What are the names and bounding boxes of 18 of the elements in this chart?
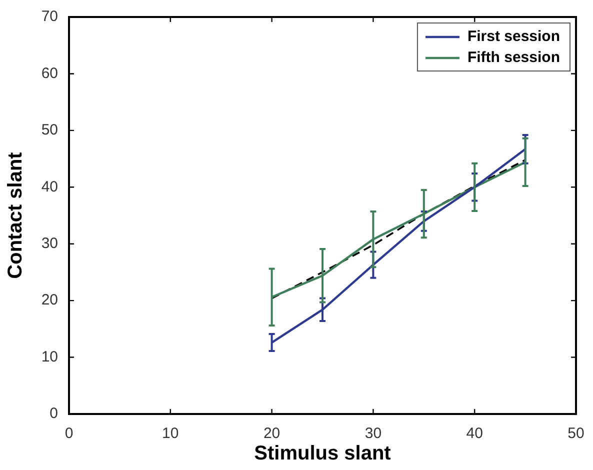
- y-tick-label: 10: [41, 348, 58, 366]
- y-axis-title: Contact slant: [4, 152, 27, 279]
- x-tick-label: 50: [568, 425, 584, 442]
- x-tick-label: 30: [364, 425, 382, 442]
- x-tick-label: 10: [162, 425, 179, 442]
- y-tick-label: 50: [41, 122, 58, 139]
- legend-label: First session: [467, 28, 560, 46]
- y-tick-label: 70: [41, 8, 58, 26]
- x-tick-label: 20: [263, 425, 280, 442]
- y-tick-label: 0: [50, 405, 58, 422]
- y-tick-label: 60: [41, 64, 58, 82]
- x-tick-label: 0: [64, 425, 74, 442]
- legend-label: Fifth session: [467, 49, 560, 66]
- x-tick-label: 40: [466, 425, 483, 442]
- y-tick-label: 30: [41, 235, 58, 252]
- y-tick-label: 20: [41, 292, 58, 309]
- x-axis-title: Stimulus slant: [254, 442, 392, 465]
- y-tick-label: 40: [41, 178, 58, 196]
